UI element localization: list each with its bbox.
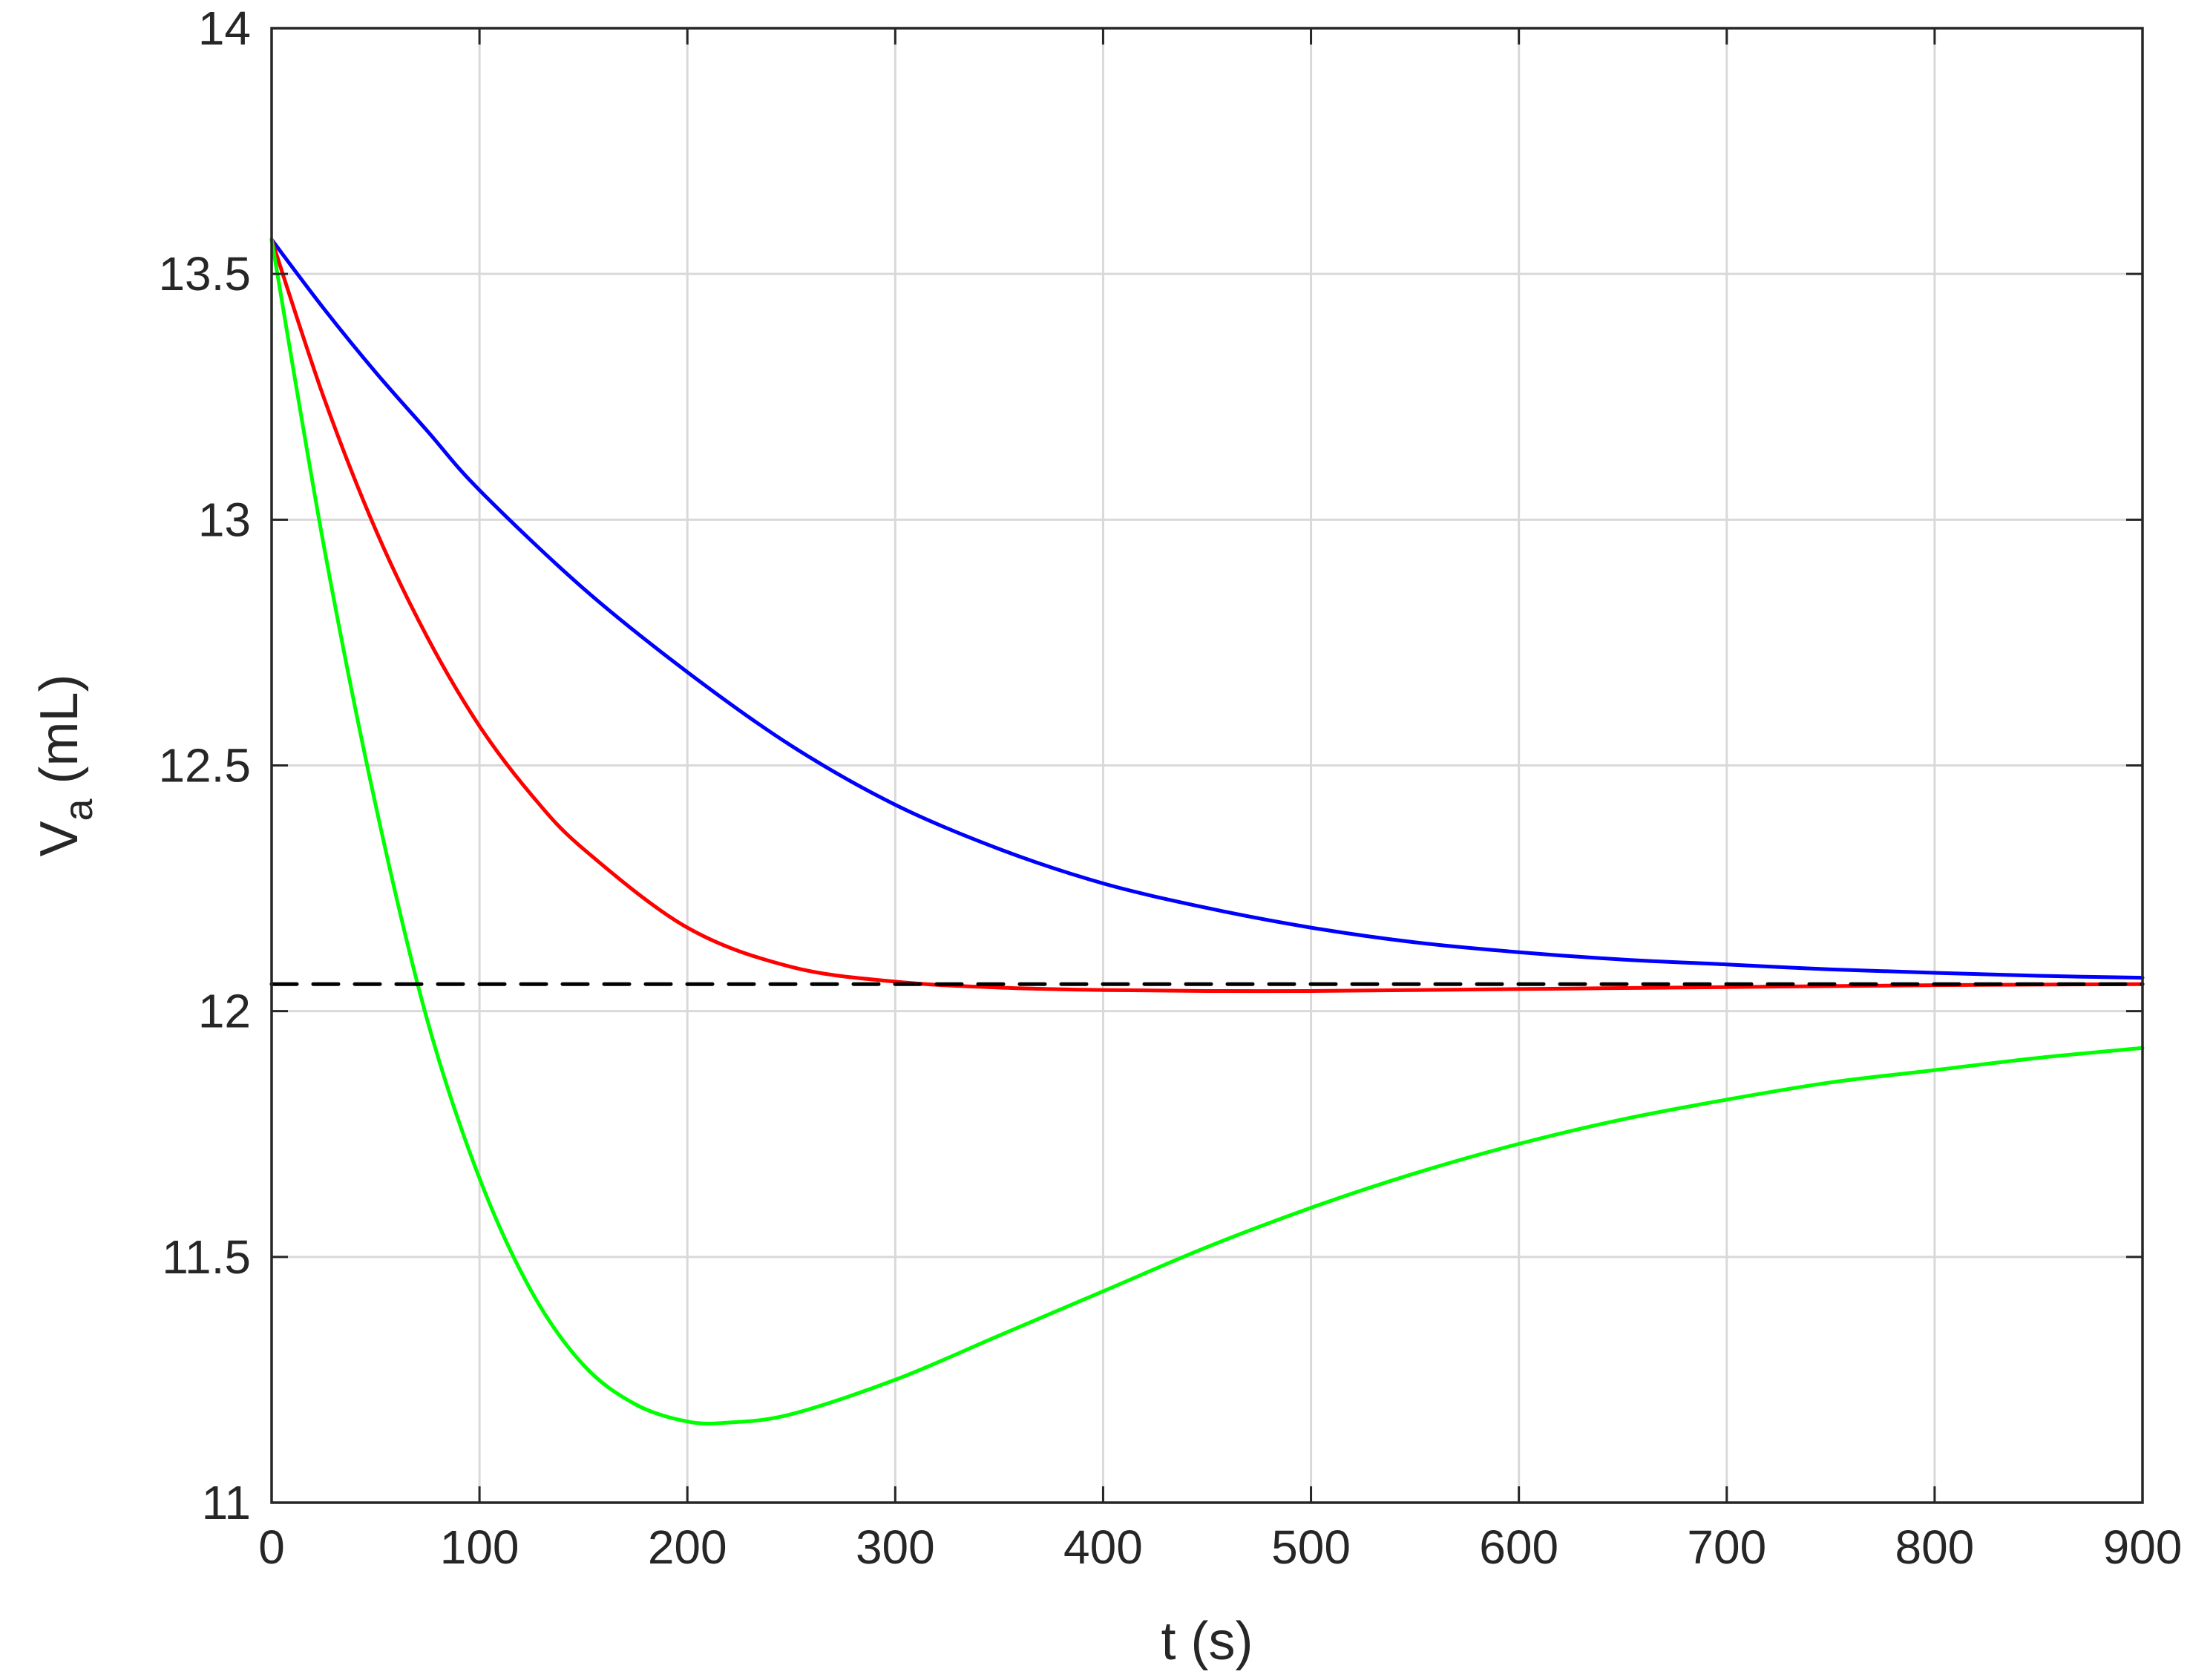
x-tick-label: 200 [648, 1520, 727, 1574]
x-tick-label: 400 [1063, 1520, 1143, 1574]
y-tick-label: 14 [198, 1, 251, 55]
y-axis-label: Va (mL) [30, 674, 101, 856]
x-tick-label: 700 [1687, 1520, 1766, 1574]
y-tick-label: 11.5 [162, 1230, 251, 1284]
y-axis-label-main: V [30, 821, 89, 857]
x-tick-label: 300 [856, 1520, 935, 1574]
y-axis-label-subscript: a [56, 798, 101, 821]
x-tick-label: 900 [2103, 1520, 2183, 1574]
axis-ticks [270, 27, 2144, 1504]
x-tick-label: 500 [1271, 1520, 1351, 1574]
series-green-line [269, 237, 2145, 1426]
y-axis-label-unit: (mL) [30, 674, 89, 798]
x-tick-label: 0 [258, 1520, 285, 1574]
y-tick-label: 12 [198, 985, 251, 1038]
x-axis-tick-labels: 0 100 200 300 400 500 600 700 800 900 [258, 1520, 2182, 1574]
y-tick-label: 11 [202, 1476, 251, 1529]
y-tick-label: 13 [198, 493, 251, 546]
x-tick-label: 600 [1479, 1520, 1558, 1574]
x-tick-label: 800 [1895, 1520, 1974, 1574]
series-red-line [269, 237, 2145, 994]
y-tick-label: 12.5 [158, 739, 251, 793]
y-axis-tick-labels: 11 11.5 12 12.5 13 13.5 14 [158, 1, 251, 1529]
x-axis-label: t (s) [1161, 1612, 1253, 1671]
x-tick-label: 100 [440, 1520, 519, 1574]
series-blue-line [269, 237, 2145, 980]
data-series [269, 237, 2145, 1426]
y-tick-label: 13.5 [158, 247, 251, 301]
